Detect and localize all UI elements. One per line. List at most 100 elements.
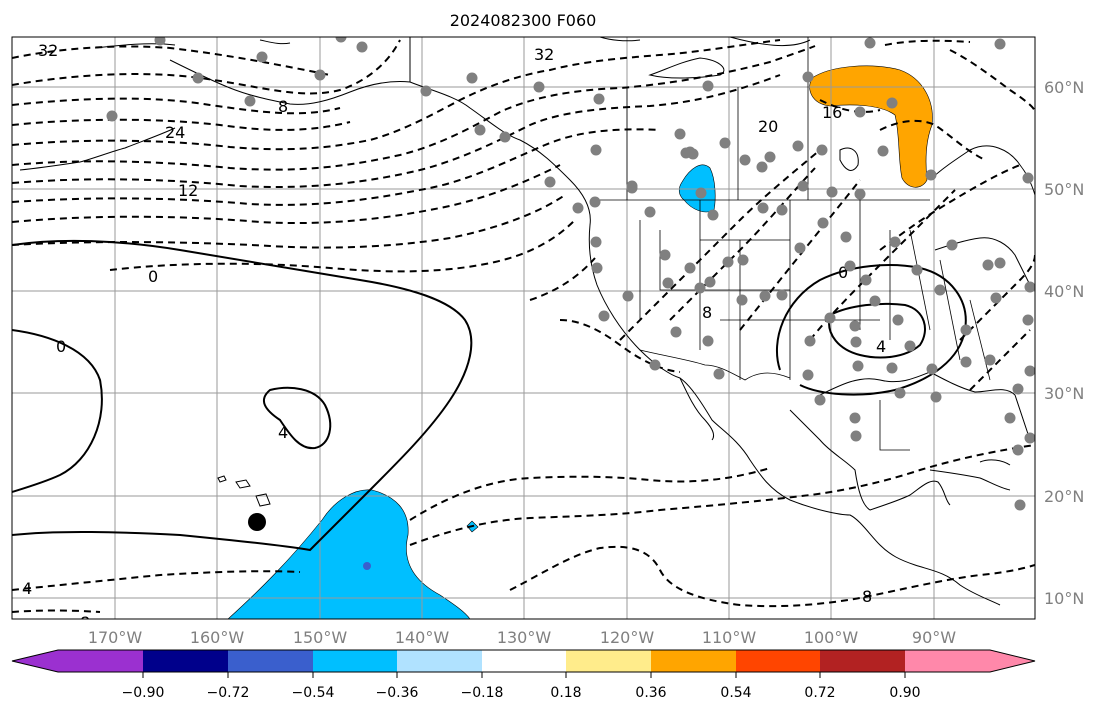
station-marker <box>533 81 545 93</box>
colorbar-segment <box>736 650 820 672</box>
lon-label: 100°W <box>804 628 859 647</box>
station-marker <box>892 314 904 326</box>
negative-shaded-region <box>363 562 371 570</box>
lat-label: 20°N <box>1044 487 1084 506</box>
station-marker <box>674 128 686 140</box>
colorbar-extend-min <box>12 650 58 672</box>
station-marker <box>904 340 916 352</box>
station-marker <box>844 260 856 272</box>
station-marker <box>622 290 634 302</box>
station-marker <box>824 312 836 324</box>
station-marker <box>757 202 769 214</box>
station-marker <box>420 85 432 97</box>
colorbar-segment <box>905 650 990 672</box>
station-marker <box>356 41 368 53</box>
contour-label: 0 <box>838 263 848 282</box>
station-marker <box>659 249 671 261</box>
contour-label: 8 <box>80 613 90 632</box>
contour-label: 16 <box>822 103 842 122</box>
lat-label: 10°N <box>1044 589 1084 608</box>
contour-label: 8 <box>702 303 712 322</box>
station-marker <box>256 51 268 63</box>
colorbar-segment <box>820 650 905 672</box>
map-title: 2024082300 F060 <box>450 11 597 30</box>
colorbar-segment <box>651 650 736 672</box>
lon-label: 120°W <box>600 628 655 647</box>
contour-label: 20 <box>758 117 778 136</box>
station-markers <box>106 37 1035 511</box>
colorbar-tick-label: −0.72 <box>207 685 250 701</box>
contour-label: 4 <box>22 579 32 598</box>
station-marker <box>702 80 714 92</box>
graticule <box>12 37 1035 619</box>
station-marker <box>644 206 656 218</box>
contour-label: 8 <box>862 587 872 606</box>
station-marker <box>695 187 707 199</box>
station-marker <box>984 354 996 366</box>
station-marker <box>1024 432 1035 444</box>
station-marker <box>794 242 806 254</box>
contour-label: 4 <box>876 337 886 356</box>
station-marker <box>776 204 788 216</box>
station-marker <box>593 93 605 105</box>
lat-label: 50°N <box>1044 180 1084 199</box>
station-marker <box>707 209 719 221</box>
station-marker <box>994 257 1006 269</box>
station-marker <box>1022 172 1034 184</box>
station-marker <box>994 38 1006 50</box>
station-marker <box>860 274 872 286</box>
colorbar-outline <box>11 649 1036 673</box>
lat-label: 60°N <box>1044 78 1084 97</box>
colorbar-segment <box>566 650 651 672</box>
station-marker <box>499 131 511 143</box>
station-marker <box>687 148 699 160</box>
station-marker <box>591 262 603 274</box>
station-marker <box>764 151 776 163</box>
hawaii-marker <box>248 513 266 531</box>
station-marker <box>739 154 751 166</box>
station-marker <box>854 106 866 118</box>
lat-label: 40°N <box>1044 282 1084 301</box>
station-marker <box>817 217 829 229</box>
lon-label: 170°W <box>88 628 143 647</box>
station-marker <box>889 236 901 248</box>
station-marker <box>702 335 714 347</box>
station-marker <box>737 254 749 266</box>
contour-label: 0 <box>148 267 158 286</box>
station-marker <box>590 144 602 156</box>
contour-label: 24 <box>165 123 185 142</box>
station-marker <box>877 145 889 157</box>
station-marker <box>713 368 725 380</box>
station-marker <box>719 137 731 149</box>
station-marker <box>814 394 826 406</box>
positive-shaded-region <box>809 65 933 188</box>
station-marker <box>849 320 861 332</box>
contour-label: 32 <box>534 45 554 64</box>
station-marker <box>886 362 898 374</box>
station-marker <box>990 292 1002 304</box>
station-marker <box>850 430 862 442</box>
station-marker <box>850 336 862 348</box>
contour-labels: 32 32 24 12 20 16 0 0 4 8 0 4 4 8 8 8 <box>22 41 886 632</box>
station-marker <box>1012 444 1024 456</box>
station-marker <box>694 282 706 294</box>
colorbar-tick-label: −0.90 <box>122 685 165 701</box>
colorbar-ticks <box>142 672 906 678</box>
station-marker <box>1024 365 1035 377</box>
station-marker <box>662 277 674 289</box>
station-marker <box>926 363 938 375</box>
station-marker <box>589 196 601 208</box>
station-marker <box>474 124 486 136</box>
station-marker <box>1012 383 1024 395</box>
latitude-labels: 60°N 50°N 40°N 30°N 20°N 10°N <box>1044 78 1084 608</box>
colorbar-tick-label: −0.36 <box>376 685 419 701</box>
station-marker <box>804 335 816 347</box>
station-marker <box>106 110 118 122</box>
negative-shaded-region <box>227 489 471 619</box>
station-marker <box>1004 412 1016 424</box>
map-frame <box>11 36 1036 620</box>
colorbar-segment <box>397 650 482 672</box>
colorbar: −0.90 −0.72 −0.54 −0.36 −0.18 0.18 0.36 … <box>11 649 1036 701</box>
lon-label: 160°W <box>190 628 245 647</box>
